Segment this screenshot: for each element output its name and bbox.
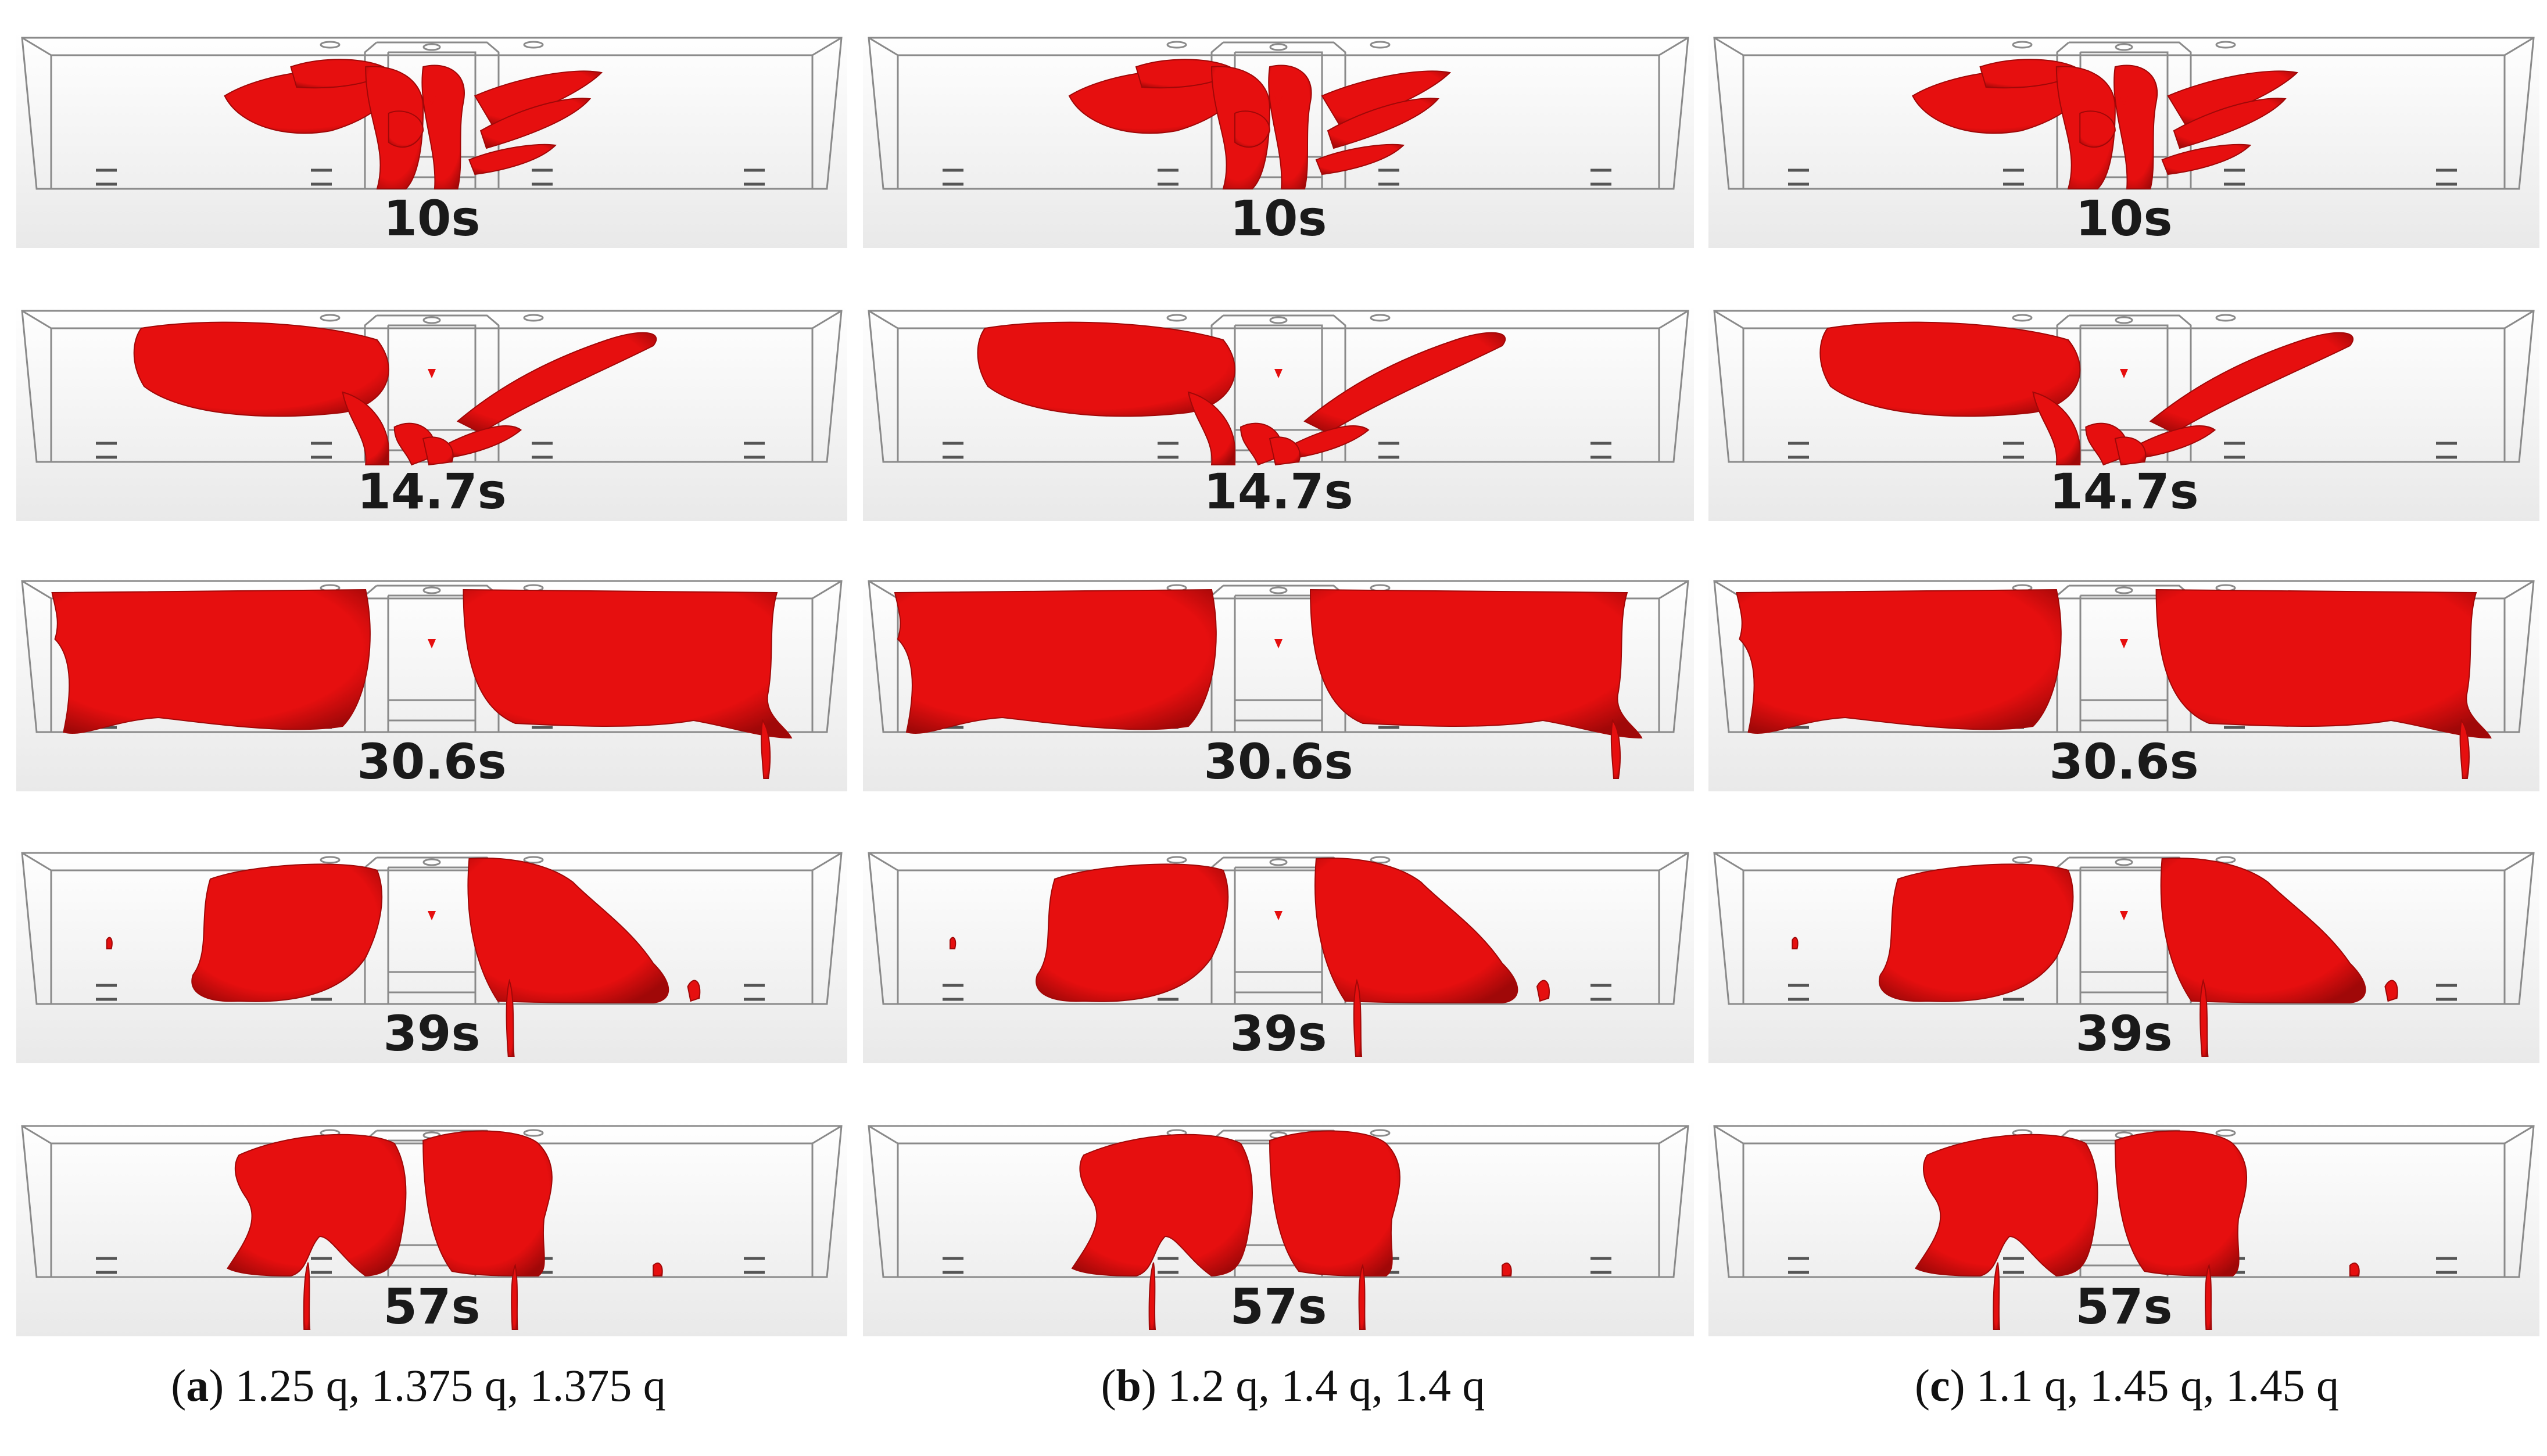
time-label: 30.6s	[357, 733, 506, 790]
time-label: 57s	[1230, 1278, 1327, 1335]
caption-a-condition: 1.25 q, 1.375 q, 1.375 q	[235, 1360, 666, 1411]
snapshot-panel: 30.6s	[863, 575, 1694, 791]
snapshot-panel: 30.6s	[1708, 575, 2539, 791]
time-label: 30.6s	[1203, 733, 1353, 790]
tracer-plume	[977, 321, 1506, 466]
panel-background	[16, 847, 847, 1063]
time-label: 57s	[2076, 1278, 2173, 1335]
tracer-plume	[1792, 858, 2398, 1057]
tracer-plume	[950, 858, 1550, 1057]
time-label: 39s	[2076, 1005, 2173, 1062]
time-label: 10s	[1230, 190, 1327, 247]
snapshot-panel: 57s	[1708, 1120, 2539, 1336]
snapshot-panel: 14.7s	[16, 305, 847, 521]
chamber-marker-icon	[2120, 369, 2128, 378]
tracer-plume	[224, 59, 603, 189]
tracer-plume	[894, 589, 1643, 779]
time-label: 14.7s	[357, 463, 506, 520]
chamber-marker-icon	[1274, 369, 1283, 378]
chamber-marker-icon	[2120, 639, 2128, 648]
caption-b-condition: 1.2 q, 1.4 q, 1.4 q	[1167, 1360, 1485, 1411]
chamber-marker-icon	[1274, 639, 1283, 648]
chamber-marker-icon	[428, 911, 436, 920]
chamber-marker-icon	[2120, 96, 2128, 105]
time-label: 14.7s	[1203, 463, 1353, 520]
time-label: 39s	[1230, 1005, 1327, 1062]
chamber-marker-icon	[428, 96, 436, 105]
time-label: 39s	[384, 1005, 481, 1062]
tundish-frame	[868, 852, 1689, 1005]
snapshot-panel: 57s	[16, 1120, 847, 1336]
panel-background	[863, 847, 1694, 1063]
tundish-frame	[868, 37, 1689, 190]
caption-c: (c) 1.1 q, 1.45 q, 1.45 q	[1914, 1360, 2340, 1411]
chamber-marker-icon	[2120, 911, 2128, 920]
tracer-plume	[51, 589, 793, 779]
snapshot-panel: 39s	[16, 847, 847, 1063]
tracer-plume	[1068, 59, 1452, 189]
panel-background	[1708, 847, 2539, 1063]
time-label: 30.6s	[2049, 733, 2198, 790]
chamber-marker-icon	[428, 639, 436, 648]
snapshot-panel: 10s	[1708, 32, 2539, 248]
caption-a: (a) 1.25 q, 1.375 q, 1.375 q	[171, 1360, 666, 1411]
chamber-marker-icon	[1274, 911, 1283, 920]
tracer-plume	[1819, 321, 2354, 466]
tracer-plume	[133, 321, 657, 466]
tracer-plume	[1071, 1130, 1512, 1330]
chamber-marker-icon	[1274, 96, 1283, 105]
tracer-plume	[227, 1130, 663, 1330]
caption-b: (b) 1.2 q, 1.4 q, 1.4 q	[1101, 1360, 1485, 1411]
time-label: 14.7s	[2049, 463, 2198, 520]
time-label: 10s	[384, 190, 481, 247]
chamber-marker-icon	[428, 369, 436, 378]
snapshot-panel: 14.7s	[863, 305, 1694, 521]
caption-c-condition: 1.1 q, 1.45 q, 1.45 q	[1976, 1360, 2340, 1411]
snapshot-panel: 57s	[863, 1120, 1694, 1336]
snapshot-panel: 10s	[16, 32, 847, 248]
snapshot-panel: 14.7s	[1708, 305, 2539, 521]
snapshot-panel: 39s	[1708, 847, 2539, 1063]
tracer-plume	[1912, 59, 2299, 189]
snapshot-panel: 30.6s	[16, 575, 847, 791]
time-label: 57s	[384, 1278, 481, 1335]
caption-b-letter: b	[1116, 1360, 1141, 1411]
tundish-frame	[21, 852, 843, 1005]
snapshot-panel: 39s	[863, 847, 1694, 1063]
caption-a-letter: a	[186, 1360, 209, 1411]
tundish-frame	[1713, 37, 2535, 190]
tracer-plume	[1736, 589, 2492, 779]
caption-c-letter: c	[1929, 1360, 1950, 1411]
time-label: 10s	[2076, 190, 2173, 247]
snapshot-panel: 10s	[863, 32, 1694, 248]
tracer-plume	[106, 858, 701, 1057]
tracer-plume	[1914, 1130, 2360, 1330]
